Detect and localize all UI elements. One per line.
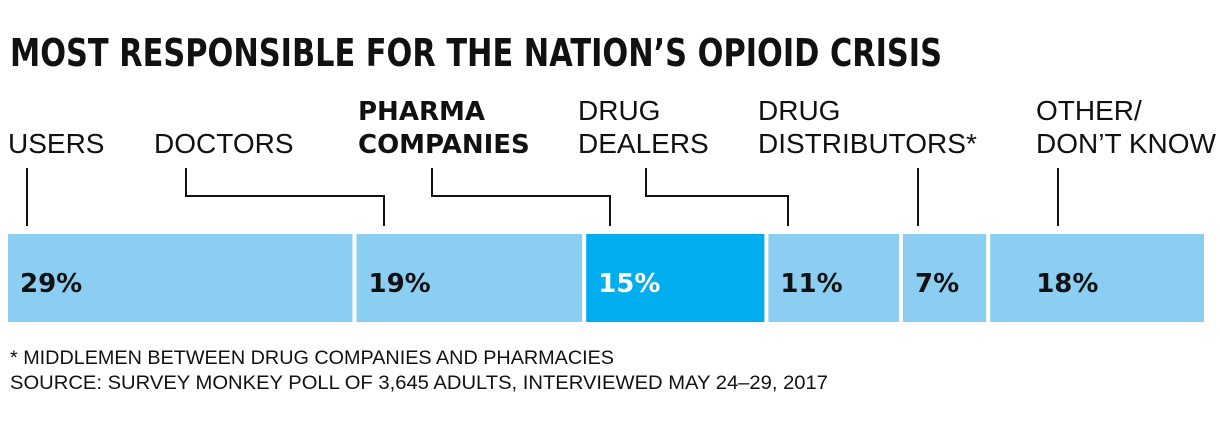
leader-lines [26,168,1059,226]
leader-line [645,168,789,226]
value-labels: 29% 19% 15% 11% 7% 18% [20,269,1098,299]
value-label: 7% [915,269,959,299]
category-label: DRUG DEALERS [578,95,709,159]
bar-segments [8,234,1204,322]
value-label: 15% [598,269,660,299]
footnote-asterisk: * MIDDLEMEN BETWEEN DRUG COMPANIES AND P… [10,348,614,369]
category-label: DRUG DISTRIBUTORS* [758,95,977,159]
footnote-source: SOURCE: SURVEY MONKEY POLL OF 3,645 ADUL… [10,373,828,394]
category-labels: USERS DOCTORS PHARMA COMPANIES DRUG DEALERS DR… [8,95,1216,160]
bar-segment [586,234,765,322]
value-label: 11% [780,269,842,299]
bar-segment [356,234,583,322]
category-label: PHARMA COMPANIES [358,97,530,160]
bar-segment [8,234,353,322]
category-label: OTHER/DON’T KNOW [1036,95,1216,159]
value-label: 18% [1036,269,1098,299]
value-label: 29% [20,269,82,299]
category-label: USERS [8,128,104,159]
chart-title: MOST RESPONSIBLE FOR THE NATION’S OPIOID… [10,31,942,75]
leader-line [185,168,385,226]
value-label: 19% [369,269,431,299]
leader-line [431,168,611,226]
bar-segment [990,234,1204,322]
bar-segment [903,234,987,322]
bar-segment [768,234,900,322]
category-label: DOCTORS [154,128,294,159]
